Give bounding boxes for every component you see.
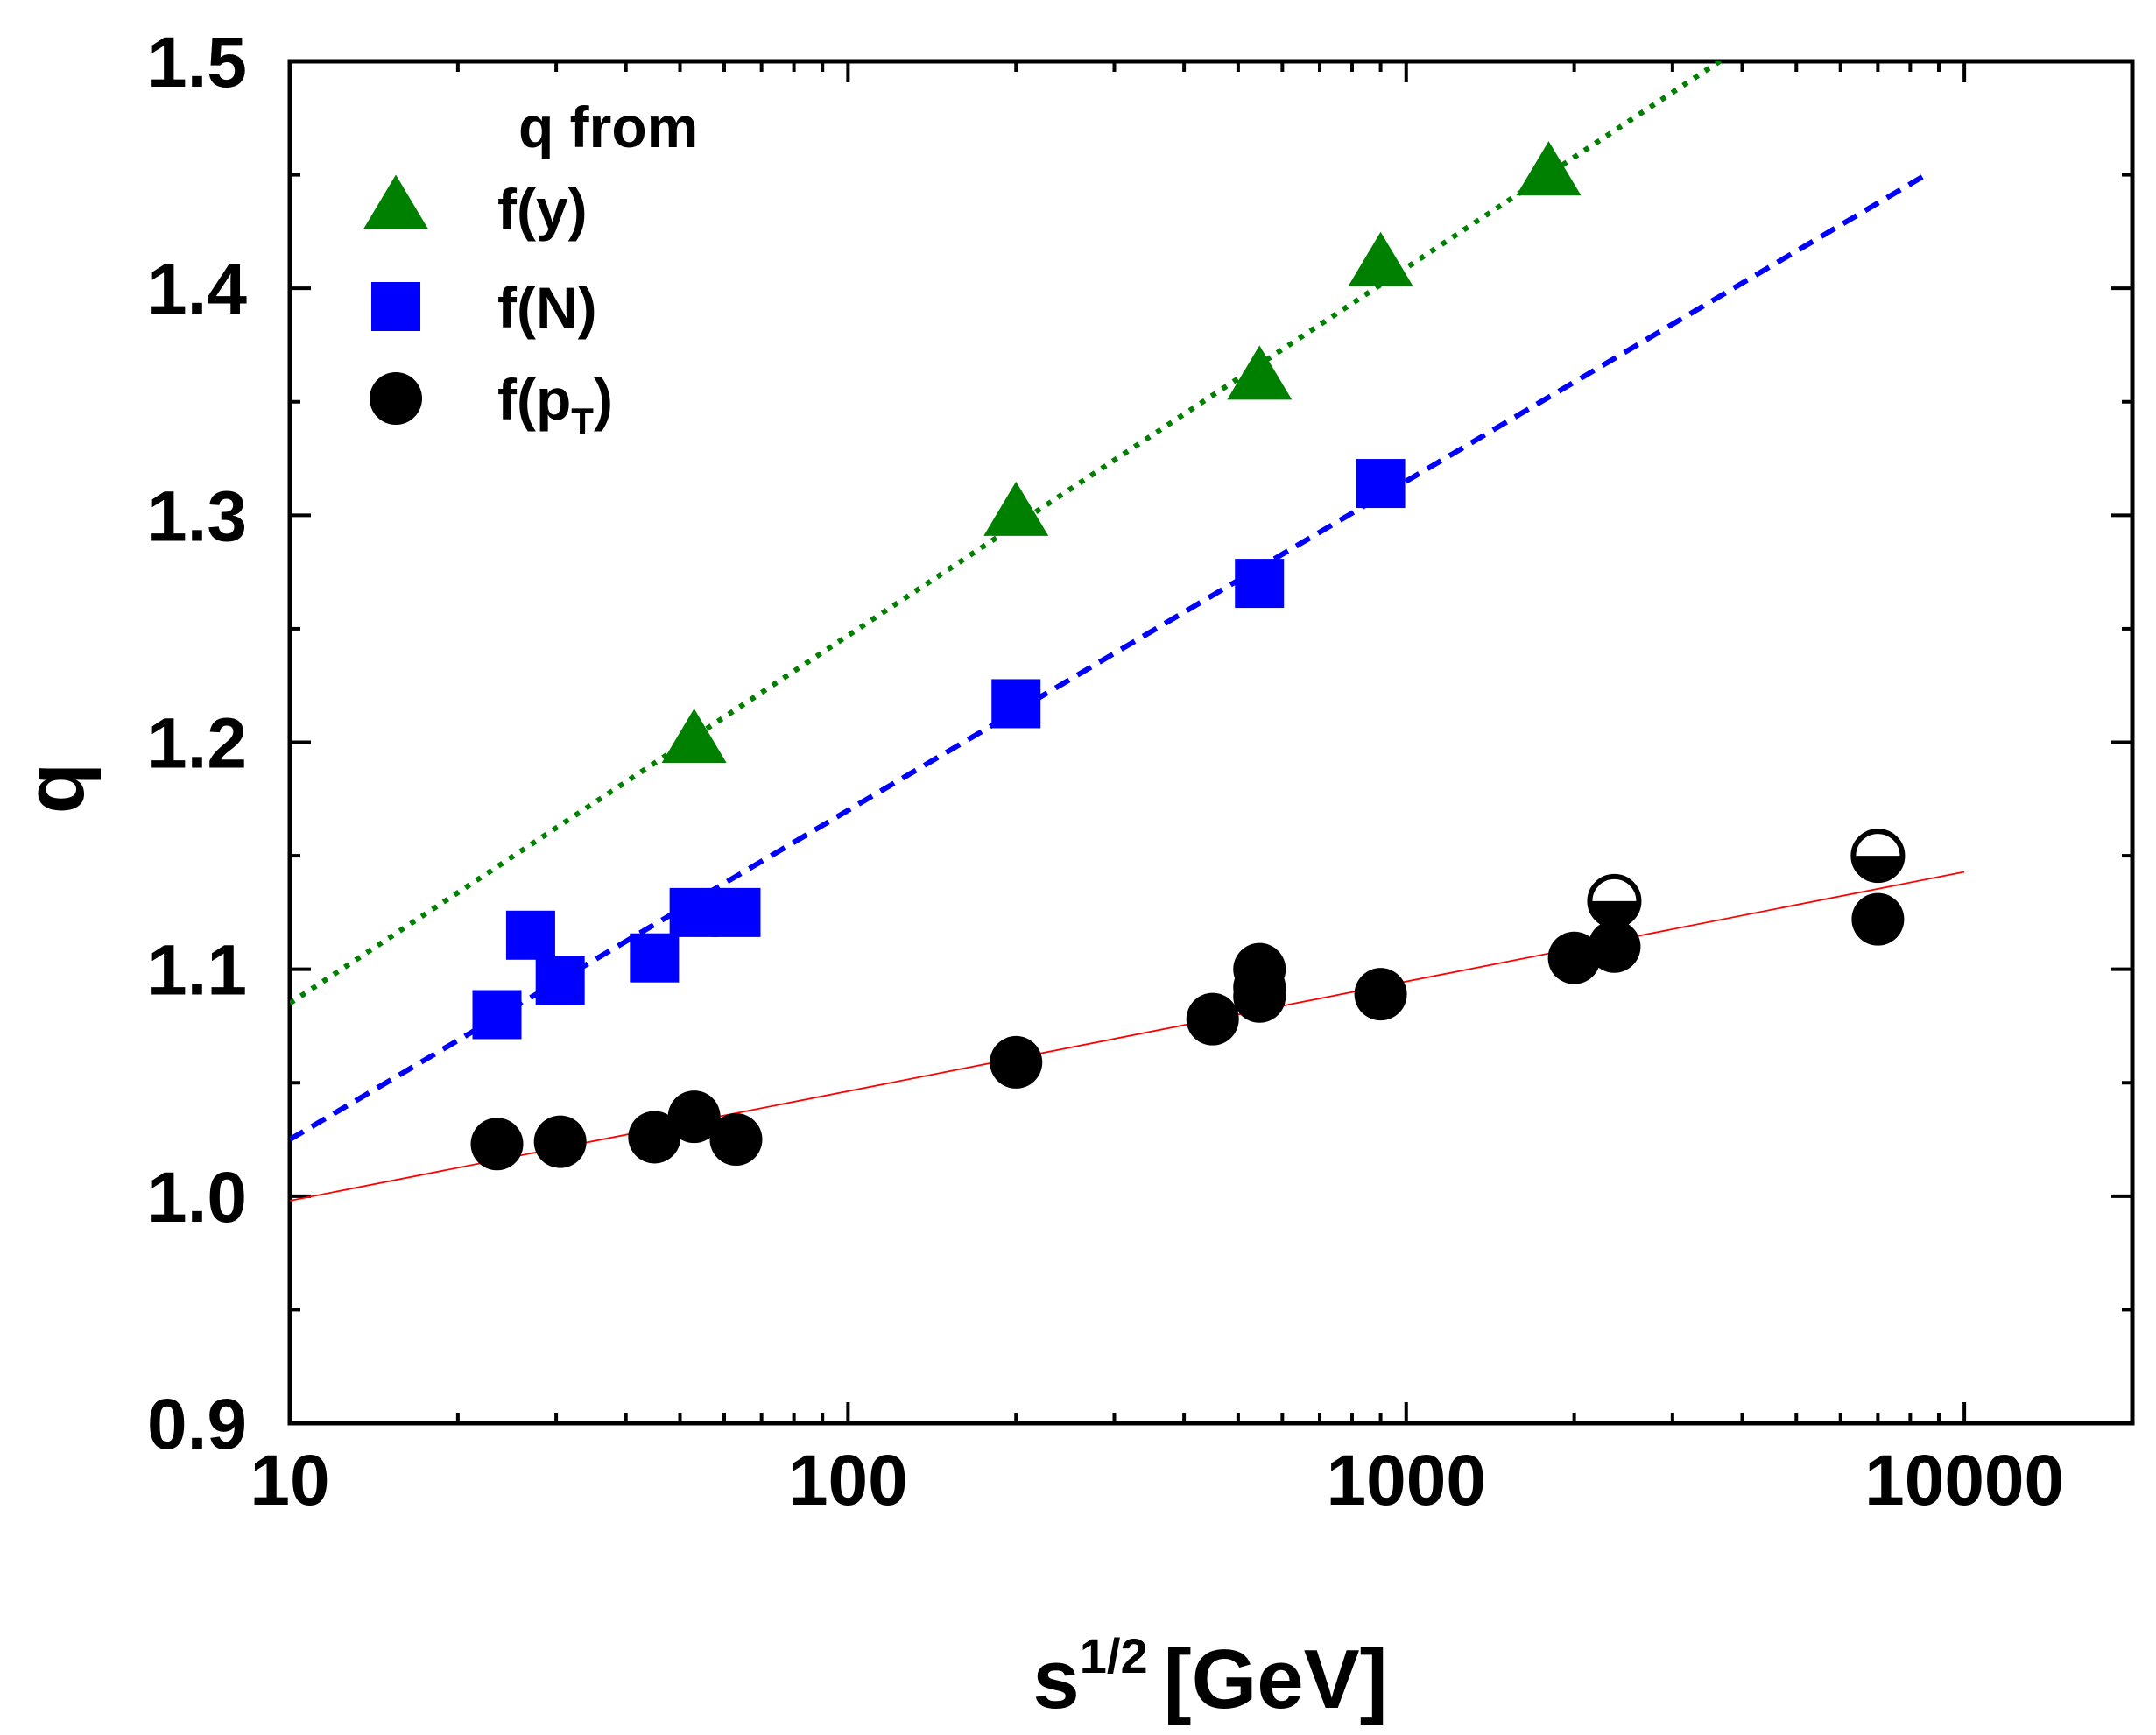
legend-label-text: f(N) bbox=[497, 275, 597, 340]
legend-entry-fy: f(y) bbox=[363, 174, 588, 242]
legend-label-fpT: f(pT) bbox=[497, 367, 613, 441]
x-tick-label: 1000 bbox=[1327, 1441, 1486, 1520]
legend-marker-fN bbox=[371, 282, 420, 331]
legend-marker-fy bbox=[363, 174, 428, 229]
y-axis-title: q bbox=[8, 763, 102, 815]
y-tick-label: 1.4 bbox=[147, 250, 247, 329]
legend-label-fN: f(N) bbox=[497, 275, 597, 340]
marker-fpT-half-filled bbox=[1850, 829, 1906, 884]
legend-label-sub: T bbox=[571, 400, 594, 441]
x-axis-label-unit: [GeV] bbox=[1164, 1633, 1388, 1726]
marker-fpT bbox=[1354, 968, 1407, 1021]
marker-fN bbox=[669, 887, 719, 937]
y-axis-label: q bbox=[8, 763, 102, 815]
marker-fpT bbox=[667, 1090, 721, 1144]
marker-fN bbox=[1356, 459, 1406, 509]
legend-label-text: f(y) bbox=[497, 177, 588, 242]
legend-label-close: ) bbox=[594, 367, 613, 432]
y-tick-label: 1.0 bbox=[147, 1158, 247, 1238]
x-tick-labels: 10 100 1000 10000 bbox=[250, 1441, 2064, 1520]
marker-fN bbox=[472, 990, 522, 1040]
y-tick-label: 1.3 bbox=[147, 476, 247, 556]
y-tick-label: 0.9 bbox=[147, 1385, 247, 1464]
plot-frame bbox=[287, 59, 2135, 1426]
marker-fpT bbox=[628, 1111, 681, 1164]
x-tick-label: 10 bbox=[250, 1441, 329, 1520]
y-tick-label: 1.5 bbox=[147, 23, 247, 102]
marker-fpT bbox=[1851, 892, 1905, 946]
marker-fpT bbox=[470, 1118, 524, 1171]
marker-fpT-half-filled bbox=[1587, 873, 1642, 928]
marker-fN bbox=[630, 933, 680, 983]
legend-entry-fN: f(N) bbox=[371, 275, 597, 340]
marker-fN bbox=[711, 887, 761, 937]
half-marker-fill bbox=[1853, 856, 1903, 881]
x-axis-label-sup: 1/2 bbox=[1080, 1628, 1148, 1683]
marker-fy bbox=[983, 481, 1049, 536]
marker-fpT bbox=[709, 1113, 763, 1167]
marker-fy bbox=[1516, 141, 1582, 196]
marker-fpT bbox=[1588, 920, 1641, 973]
marker-fN bbox=[505, 910, 555, 960]
y-tick-label: 1.2 bbox=[147, 704, 247, 784]
marker-fpT bbox=[1186, 992, 1239, 1046]
x-tick-label: 10000 bbox=[1864, 1441, 2064, 1520]
marker-fy bbox=[1227, 345, 1293, 400]
x-axis-title: s1/2 [GeV] bbox=[1032, 1628, 1387, 1726]
x-axis-label-base: s bbox=[1032, 1633, 1079, 1726]
legend-marker-fpT bbox=[370, 372, 422, 425]
x-tick-label: 100 bbox=[788, 1441, 908, 1520]
half-marker-fill bbox=[1589, 900, 1639, 926]
marker-fpT bbox=[1233, 942, 1286, 996]
marker-fpT bbox=[533, 1115, 587, 1168]
legend-title: q from bbox=[518, 95, 698, 159]
marker-fy bbox=[1348, 231, 1413, 286]
marker-fpT bbox=[990, 1035, 1043, 1089]
marker-fN bbox=[991, 679, 1041, 729]
legend-label-text: f(p bbox=[497, 367, 571, 432]
marker-fN bbox=[1235, 559, 1285, 609]
legend-entry-fpT: f(pT) bbox=[370, 367, 613, 441]
marker-fN bbox=[535, 956, 585, 1005]
axis-ticks bbox=[288, 60, 2134, 1425]
legend: q from f(y) f(N) f(pT) bbox=[363, 95, 698, 441]
data-markers bbox=[470, 141, 1906, 1171]
y-tick-label: 1.1 bbox=[147, 931, 247, 1011]
marker-fpT bbox=[1547, 931, 1601, 984]
marker-fy bbox=[661, 709, 727, 764]
legend-label-fy: f(y) bbox=[497, 177, 588, 242]
y-tick-labels: 0.9 1.0 1.1 1.2 1.3 1.4 1.5 bbox=[147, 23, 247, 1464]
